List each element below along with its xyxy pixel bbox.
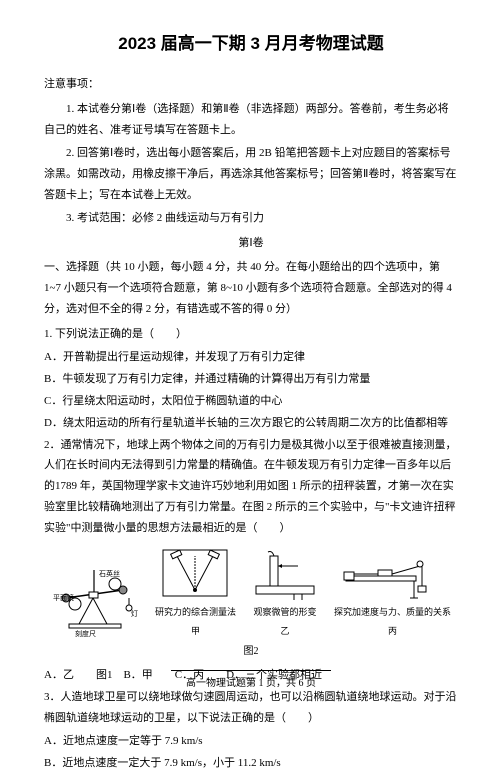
scale-label: 刻度尺 bbox=[75, 629, 96, 638]
figure-bing: 探究加速度与力、质量的关系 丙 bbox=[334, 546, 451, 640]
mirror-label: 平面镜 bbox=[53, 593, 74, 602]
bing-svg bbox=[342, 546, 442, 602]
jia-caption: 研究力的综合测量法 bbox=[155, 604, 236, 621]
bing-caption: 探究加速度与力、质量的关系 bbox=[334, 604, 451, 621]
fig2-label: 图2 bbox=[44, 642, 458, 661]
quartz-label: 石英丝 bbox=[99, 569, 120, 578]
q1-opt-a: A．开普勒提出行星运动规律，并发现了万有引力定律 bbox=[44, 347, 458, 368]
figure-1: 平面镜 石英丝 灯 刻度尺 bbox=[51, 568, 141, 640]
jia-svg bbox=[159, 546, 231, 602]
q3-opt-b: B．近地点速度一定大于 7.9 km/s，小于 11.2 km/s bbox=[44, 753, 458, 773]
section1-header: 一、选择题（共 10 小题，每小题 4 分，共 40 分。在每小题给出的四个选项… bbox=[44, 257, 458, 320]
page-footer: 高一物理试题第 1 页，共 6 页 bbox=[0, 670, 502, 693]
bing-label: 丙 bbox=[388, 623, 397, 640]
q3-stem: 3．人造地球卫星可以绕地球做匀速圆周运动，也可以沿椭圆轨道绕地球运动。对于沿椭圆… bbox=[44, 687, 458, 729]
q1-opt-c: C．行星绕太阳运动时，太阳位于椭圆轨道的中心 bbox=[44, 391, 458, 412]
part1-label: 第Ⅰ卷 bbox=[44, 233, 458, 254]
figure-jia: 研究力的综合测量法 甲 bbox=[155, 546, 236, 640]
q1-opt-d: D．绕太阳运动的所有行星轨道半长轴的三次方跟它的公转周期二次方的比值都相等 bbox=[44, 413, 458, 434]
yi-label: 乙 bbox=[280, 623, 289, 640]
notice-3: 3. 考试范围：必修 2 曲线运动与万有引力 bbox=[44, 208, 458, 229]
footer-text: 高一物理试题第 1 页，共 6 页 bbox=[186, 678, 316, 689]
q2-stem: 2．通常情况下，地球上两个物体之间的万有引力是极其微小以至于很难被直接测量，人们… bbox=[44, 435, 458, 539]
footer-line bbox=[171, 670, 331, 671]
figure-yi: 观察微管的形变 乙 bbox=[250, 546, 320, 640]
lamp-label: 灯 bbox=[131, 609, 138, 618]
figure-row: 平面镜 石英丝 灯 刻度尺 研究力的综合测量法 甲 观 bbox=[44, 545, 458, 640]
notice-2: 2. 回答第Ⅰ卷时，选出每小题答案后，用 2B 铅笔把答题卡上对应题目的答案标号… bbox=[44, 143, 458, 206]
notice-header: 注意事项： bbox=[44, 74, 458, 95]
page-title: 2023 届高一下期 3 月月考物理试题 bbox=[44, 28, 458, 60]
notice-1: 1. 本试卷分第Ⅰ卷（选择题）和第Ⅱ卷（非选择题）两部分。答卷前，考生务必将自己… bbox=[44, 99, 458, 141]
jia-label: 甲 bbox=[191, 623, 200, 640]
yi-caption: 观察微管的形变 bbox=[253, 604, 316, 621]
q1-stem: 1. 下列说法正确的是（ ） bbox=[44, 324, 458, 345]
q3-opt-a: A．近地点速度一定等于 7.9 km/s bbox=[44, 731, 458, 752]
yi-svg bbox=[250, 546, 320, 602]
q1-opt-b: B．牛顿发现了万有引力定律，并通过精确的计算得出万有引力常量 bbox=[44, 369, 458, 390]
torsion-balance-svg: 平面镜 石英丝 灯 刻度尺 bbox=[51, 568, 141, 640]
